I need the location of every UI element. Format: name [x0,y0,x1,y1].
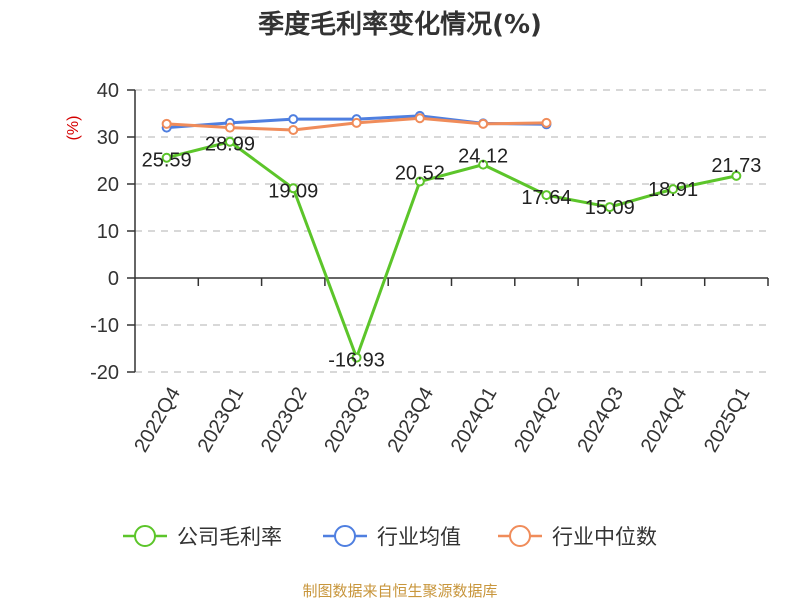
legend-marker [509,525,531,547]
legend-item[interactable]: 公司毛利率 [123,525,282,549]
data-point [224,136,235,147]
x-tick-label: 2024Q2 [510,384,565,457]
data-point [604,202,615,213]
x-tick-label: 2024Q3 [573,384,628,457]
x-tick-label: 2023Q3 [320,384,375,457]
y-tick-label: 30 [97,127,119,149]
data-point [541,117,552,128]
data-point [161,118,172,129]
data-point [668,184,679,195]
series-line [166,140,737,360]
data-label: 24.12 [458,146,508,168]
data-label: 15.09 [585,197,635,219]
x-tick-label: 2024Q1 [447,384,502,457]
data-point [288,114,299,125]
data-point [478,118,489,129]
data-point [731,170,742,181]
x-tick-label: 2023Q2 [257,384,312,457]
data-label: 20.52 [395,163,445,185]
y-tick-label: -20 [90,362,119,384]
data-label: 25.59 [142,150,192,172]
y-tick-label: 40 [97,80,119,102]
y-tick-label: 20 [97,174,119,196]
y-axis-label: (%) [65,116,82,141]
series-layer [161,110,742,363]
grid [135,89,768,373]
x-tick-label: 2023Q1 [194,384,249,457]
legend-marker [334,525,356,547]
legend-item[interactable]: 行业中位数 [498,525,657,549]
data-label: 18.91 [648,179,698,201]
data-label: -16.93 [328,350,385,372]
data-label: 28.99 [205,134,255,156]
y-tick-label: -10 [90,315,119,337]
data-point [351,117,362,128]
data-point [288,183,299,194]
data-labels: 25.59 28.99 19.09 -16.93 20.52 24.12 17.64 15.0… [142,134,762,372]
legend-label: 公司毛利率 [177,525,282,549]
data-point [224,122,235,133]
legend[interactable]: 公司毛利率 行业均值 行业中位数 [123,525,657,549]
legend-label: 行业均值 [377,525,461,549]
data-label: 21.73 [711,155,761,177]
data-point [541,190,552,201]
y-tick-label: 0 [108,268,119,290]
data-point [414,113,425,124]
data-label: 19.09 [268,180,318,202]
x-tick-label: 2023Q4 [384,384,439,457]
data-point [288,124,299,135]
y-tick-label: 10 [97,221,119,243]
chart-title: 季度毛利率变化情况(%) [258,9,542,40]
data-point [414,176,425,187]
series-2 [161,113,552,135]
x-tick-label: 2025Q1 [700,384,755,457]
legend-label: 行业中位数 [552,525,657,549]
x-tick-label: 2022Q4 [130,384,185,457]
data-label: 17.64 [521,187,571,209]
legend-marker [134,525,156,547]
data-point [478,159,489,170]
series-0 [161,136,742,363]
source-note: 制图数据来自恒生聚源数据库 [302,582,497,600]
legend-item[interactable]: 行业均值 [323,525,461,549]
x-tick-label: 2024Q4 [637,384,692,457]
data-point [351,352,362,363]
data-point [161,152,172,163]
